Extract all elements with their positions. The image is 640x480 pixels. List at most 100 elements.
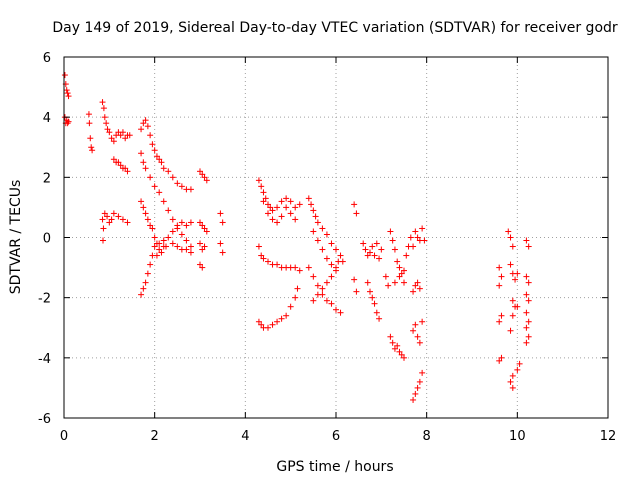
data-point xyxy=(138,150,145,157)
x-tick-label: 12 xyxy=(600,429,617,444)
data-point xyxy=(153,153,160,160)
chart-title: Day 149 of 2019, Sidereal Day-to-day VTE… xyxy=(52,20,618,36)
data-point xyxy=(507,327,514,334)
data-point xyxy=(87,135,94,142)
data-point xyxy=(99,99,106,106)
x-tick-label: 8 xyxy=(423,429,431,444)
data-point xyxy=(138,291,145,298)
data-point xyxy=(412,228,419,235)
data-point xyxy=(269,321,276,328)
data-point xyxy=(115,213,122,220)
data-point xyxy=(104,126,111,133)
data-point xyxy=(283,195,290,202)
data-point xyxy=(156,189,163,196)
data-point xyxy=(367,288,373,295)
data-point xyxy=(362,246,369,253)
data-point xyxy=(265,210,271,217)
data-point xyxy=(314,219,321,226)
x-tick-label: 6 xyxy=(332,429,340,444)
data-point xyxy=(401,354,407,361)
data-point xyxy=(509,297,516,304)
data-point xyxy=(364,252,371,259)
data-point xyxy=(183,246,190,253)
data-point xyxy=(201,174,208,181)
x-tick-label: 0 xyxy=(60,429,68,444)
data-point xyxy=(153,252,160,259)
data-point xyxy=(523,309,530,316)
data-point xyxy=(255,243,262,250)
data-point xyxy=(328,240,335,247)
data-point xyxy=(100,225,107,232)
data-point xyxy=(260,189,267,196)
data-point xyxy=(197,240,203,247)
data-point xyxy=(512,276,519,283)
data-point xyxy=(337,252,344,259)
data-point xyxy=(255,177,262,184)
data-point xyxy=(174,222,181,229)
data-point xyxy=(262,195,269,202)
data-point xyxy=(106,129,113,136)
data-point xyxy=(414,384,421,391)
x-axis-label: GPS time / hours xyxy=(276,459,393,475)
data-point xyxy=(509,312,516,319)
data-point xyxy=(140,285,147,292)
data-point xyxy=(396,264,403,271)
data-point xyxy=(498,354,505,361)
data-point xyxy=(310,228,317,235)
data-point xyxy=(283,312,290,319)
x-tick-label: 10 xyxy=(509,429,526,444)
data-point xyxy=(124,219,131,226)
data-point xyxy=(351,276,358,283)
data-point xyxy=(416,339,423,346)
data-point xyxy=(314,237,321,244)
data-point xyxy=(283,204,290,211)
data-point xyxy=(525,318,532,325)
data-point xyxy=(197,168,203,175)
data-point xyxy=(287,210,294,217)
data-point xyxy=(160,237,167,244)
data-point xyxy=(178,219,185,226)
data-point xyxy=(201,243,208,250)
data-point xyxy=(367,249,373,256)
data-point xyxy=(147,174,154,181)
data-point xyxy=(199,264,206,271)
data-point xyxy=(410,327,417,334)
x-tick-label: 4 xyxy=(241,429,249,444)
data-point xyxy=(142,279,149,286)
data-point xyxy=(523,324,530,331)
data-point xyxy=(140,120,147,127)
data-point xyxy=(110,138,117,145)
data-point xyxy=(398,351,405,358)
data-point xyxy=(514,270,521,277)
data-point xyxy=(396,348,403,355)
data-point xyxy=(396,273,403,280)
data-point xyxy=(201,225,208,232)
data-point xyxy=(174,243,181,250)
data-point xyxy=(389,339,396,346)
data-point xyxy=(99,216,106,223)
data-point xyxy=(203,228,210,235)
data-point xyxy=(523,273,530,280)
data-point xyxy=(333,246,339,253)
data-point xyxy=(160,165,167,172)
data-point xyxy=(219,219,226,226)
data-point xyxy=(525,297,532,304)
y-tick-label: -6 xyxy=(38,412,51,427)
data-point xyxy=(498,312,505,319)
data-point xyxy=(305,195,312,202)
data-point xyxy=(260,198,267,205)
data-point xyxy=(509,243,516,250)
data-point xyxy=(403,252,410,259)
data-point xyxy=(514,366,521,373)
data-point xyxy=(523,339,530,346)
data-point xyxy=(505,228,512,235)
data-point xyxy=(187,249,194,256)
data-point xyxy=(319,285,326,292)
data-point xyxy=(106,219,113,226)
data-point xyxy=(144,270,151,277)
data-point xyxy=(319,225,326,232)
data-point xyxy=(156,156,163,163)
data-point xyxy=(391,246,398,253)
data-point xyxy=(414,234,421,241)
data-point xyxy=(333,264,339,271)
